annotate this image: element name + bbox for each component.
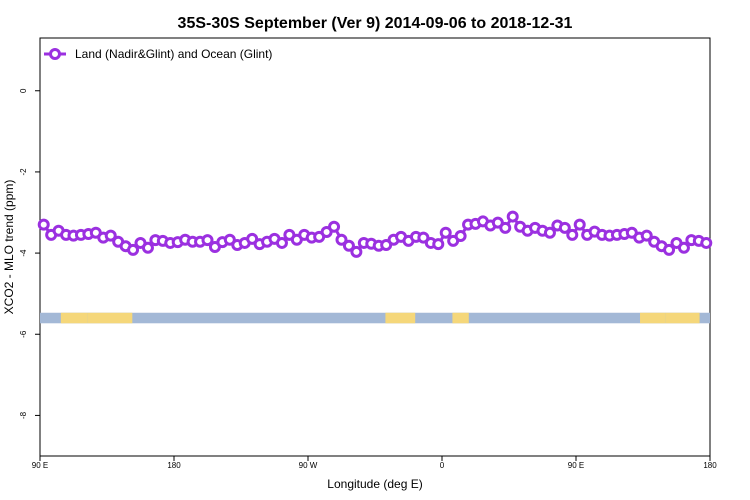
data-point [543,226,556,239]
legend: Land (Nadir&Glint) and Ocean (Glint) [44,47,272,61]
x-tick-label: 180 [167,461,181,470]
x-axis-label: Longitude (deg E) [327,477,422,491]
legend-marker [49,48,61,60]
data-point [223,233,236,246]
y-tick-label: -8 [19,411,28,419]
data-point [350,245,363,258]
land-segment [60,312,88,324]
y-tick-label: -4 [19,249,28,257]
legend-label: Land (Nadir&Glint) and Ocean (Glint) [75,47,272,61]
data-point [335,233,348,246]
y-tick-label: 0 [19,88,28,93]
data-point [275,236,288,249]
data-point [320,225,333,238]
data-point [201,234,214,247]
chart-title: 35S-30S September (Ver 9) 2014-09-06 to … [178,15,573,32]
y-axis: 0 -2 -4 -6 -8 [19,88,40,419]
x-tick-label: 0 [440,461,445,470]
land-ocean-strip [40,312,710,324]
y-axis-label: XCO2 - MLO trend (ppm) [2,180,16,315]
y-tick-label: -2 [19,168,28,176]
data-point [558,221,571,234]
data-point [328,220,341,233]
series-layer [37,210,713,258]
data-point [141,241,154,254]
x-tick-label: 90 W [299,461,318,470]
data-point [342,239,355,252]
data-point [454,230,467,243]
land-segment [87,312,133,324]
x-tick-label: 90 E [568,461,584,470]
data-point [439,226,452,239]
x-axis: 90 E 180 90 W 0 90 E 180 [32,456,717,470]
data-point [246,232,259,245]
data-point [432,238,445,251]
land-segment [665,312,700,324]
data-point [677,241,690,254]
data-point [663,243,676,256]
data-point [104,229,117,242]
data-point [506,210,519,223]
data-point [37,218,50,231]
data-point [127,243,140,256]
x-tick-label: 180 [703,461,717,470]
data-point [573,218,586,231]
data-point [417,231,430,244]
data-point [491,216,504,229]
x-tick-label: 90 E [32,461,48,470]
data-point [499,221,512,234]
data-point [566,228,579,241]
land-segment [452,312,469,324]
ocean-band [40,312,710,324]
data-point [380,238,393,251]
y-tick-label: -6 [19,330,28,338]
data-point [700,236,713,249]
land-segment [640,312,666,324]
land-segment [385,312,416,324]
data-point [640,229,653,242]
